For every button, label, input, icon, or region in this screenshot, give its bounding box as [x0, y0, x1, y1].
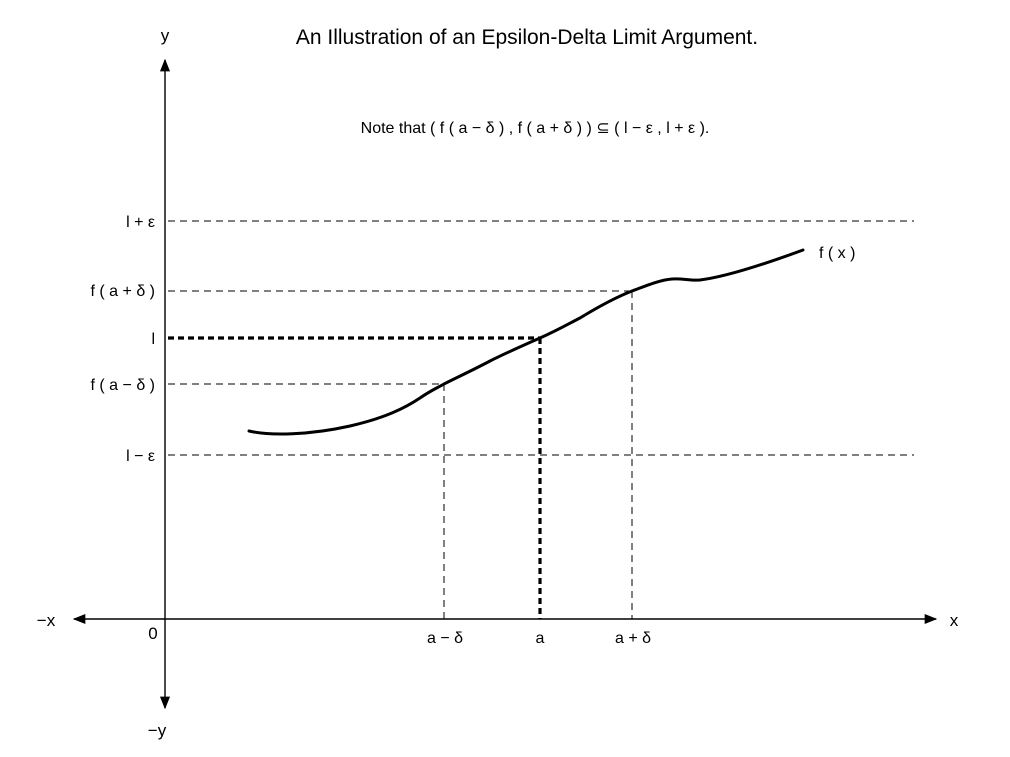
- label-f-a-plus-delta: f ( a + δ ): [91, 283, 155, 300]
- x-axis-label: x: [950, 611, 959, 630]
- label-a: a: [536, 630, 545, 647]
- y-axis-label: y: [161, 26, 170, 45]
- function-curve: [247, 248, 805, 436]
- neg-x-axis-label: −x: [37, 611, 56, 630]
- label-l: l: [151, 331, 155, 348]
- label-l-plus-epsilon: l + ε: [126, 214, 155, 231]
- label-a-plus-delta: a + δ: [615, 630, 651, 647]
- label-a-minus-delta: a − δ: [427, 630, 463, 647]
- origin-label: 0: [148, 624, 157, 643]
- curve-label: f ( x ): [819, 245, 855, 262]
- subset-note: Note that ( f ( a − δ ) , f ( a + δ ) ) …: [361, 120, 710, 137]
- label-f-a-minus-delta: f ( a − δ ): [91, 377, 155, 394]
- diagram-title: An Illustration of an Epsilon-Delta Limi…: [296, 26, 758, 49]
- neg-y-axis-label: −y: [148, 721, 167, 740]
- label-l-minus-epsilon: l − ε: [126, 448, 155, 465]
